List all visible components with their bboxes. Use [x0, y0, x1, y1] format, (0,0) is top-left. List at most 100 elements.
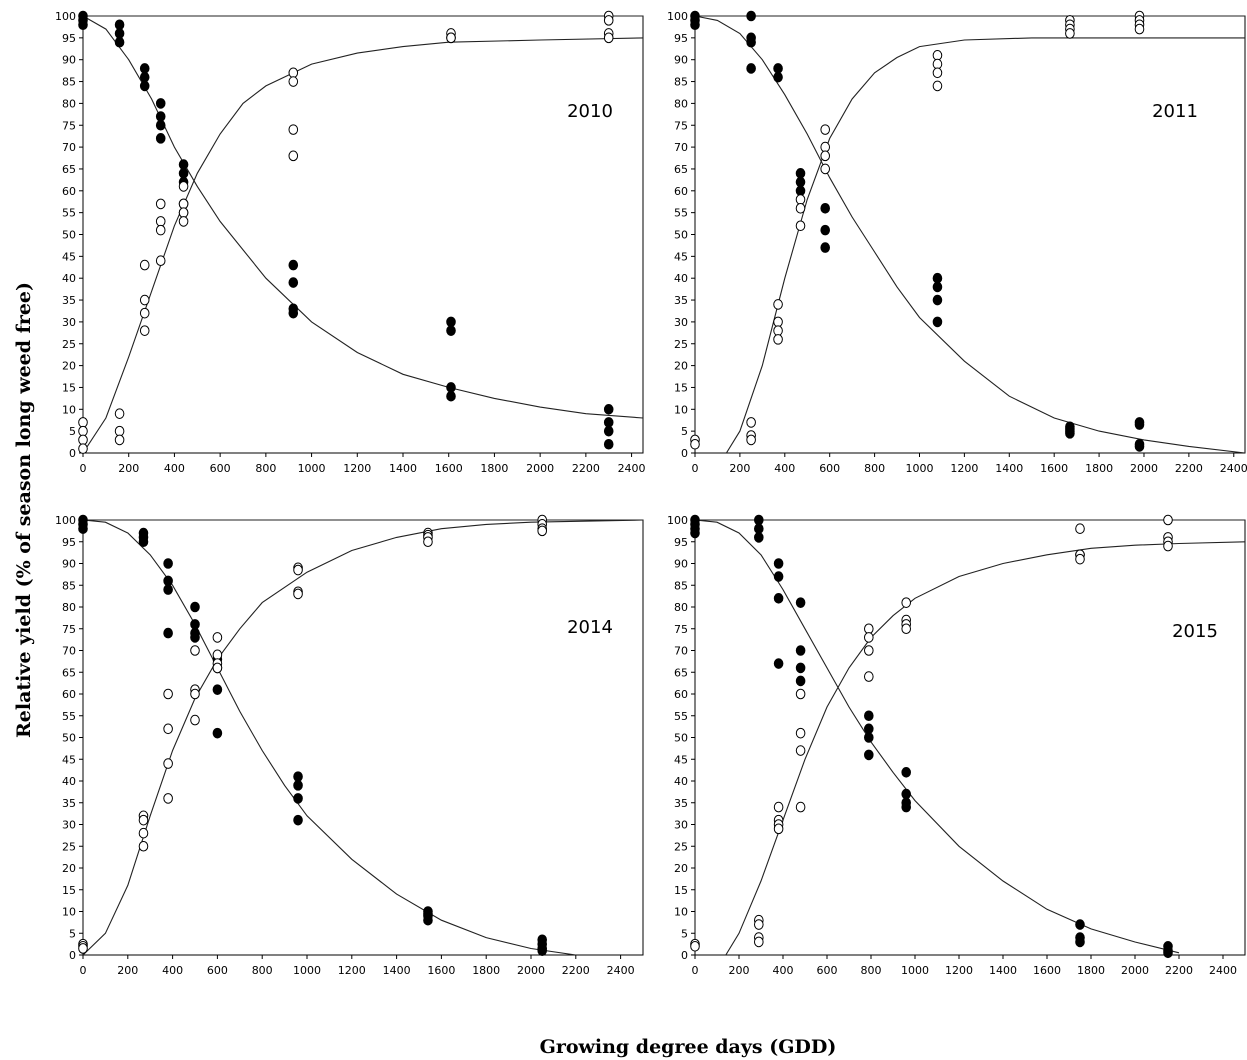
y-tick-label: 25 [674, 840, 688, 853]
open-point [537, 525, 548, 537]
y-tick-label: 85 [62, 76, 76, 89]
open-point [78, 943, 88, 954]
year-annotation: 2010 [567, 101, 613, 122]
filled-point [212, 684, 223, 695]
open-point [178, 207, 189, 218]
filled-point [114, 19, 125, 31]
y-tick-label: 0 [681, 949, 688, 962]
x-tick-label: 200 [729, 462, 750, 475]
x-tick-label: 400 [774, 462, 795, 475]
filled-point [690, 527, 700, 539]
y-tick-label: 30 [674, 316, 688, 329]
open-point [932, 50, 943, 61]
open-fit-curve [725, 541, 1245, 955]
y-tick-label: 85 [674, 76, 688, 89]
y-tick-label: 40 [62, 272, 76, 285]
open-point [690, 438, 700, 450]
y-tick-label: 45 [674, 753, 688, 766]
open-point [773, 823, 784, 835]
open-point [139, 259, 150, 271]
panel-2011: 0 200 400 600 800 1000 1200 1400 1600 1800 2000 220… [667, 10, 1247, 475]
open-point [795, 801, 806, 813]
x-tick-label: 1800 [480, 462, 508, 475]
y-tick-label: 20 [674, 360, 688, 373]
filled-point [178, 159, 189, 170]
x-tick-label: 800 [861, 964, 882, 977]
y-tick-label: 20 [674, 862, 688, 875]
y-tick-label: 65 [62, 163, 76, 176]
open-point [423, 536, 433, 548]
filled-point [1134, 419, 1145, 430]
filled-point [288, 259, 299, 271]
open-point [690, 941, 700, 952]
x-tick-label: 2200 [1165, 964, 1193, 977]
filled-point [1065, 428, 1075, 439]
open-point [114, 408, 125, 419]
filled-point [446, 316, 456, 328]
open-point [746, 417, 756, 428]
y-tick-label: 5 [681, 927, 688, 940]
x-tick-label: 600 [207, 964, 228, 977]
filled-point [78, 19, 88, 31]
x-tick-label: 1000 [298, 462, 326, 475]
x-tick-label: 0 [692, 462, 699, 475]
y-tick-label: 50 [62, 229, 76, 242]
open-point [773, 316, 783, 328]
filled-point [139, 80, 150, 92]
filled-point [190, 619, 200, 630]
y-tick-label: 75 [674, 119, 688, 132]
open-point [212, 632, 223, 643]
open-point [754, 936, 764, 948]
open-point [114, 434, 125, 446]
open-point [163, 758, 173, 769]
filled-point [773, 571, 784, 582]
open-point [139, 307, 150, 319]
y-tick-label: 35 [62, 294, 76, 307]
open-point [138, 840, 149, 852]
x-tick-label: 1200 [950, 462, 978, 475]
open-point [178, 181, 189, 192]
filled-point [446, 325, 456, 336]
open-point [795, 688, 806, 700]
y-tick-label: 90 [674, 558, 688, 571]
open-point [1065, 28, 1075, 39]
y-tick-label: 95 [62, 32, 76, 45]
filled-point [190, 601, 200, 613]
filled-point [795, 645, 806, 656]
y-tick-label: 75 [674, 623, 688, 636]
filled-point [603, 438, 614, 450]
filled-point [603, 417, 614, 428]
filled-point [163, 584, 173, 595]
filled-point [1163, 947, 1173, 959]
filled-point [114, 28, 125, 39]
open-point [190, 688, 200, 700]
filled-point [138, 536, 149, 548]
filled-point [773, 658, 784, 669]
open-point [190, 645, 200, 656]
x-tick-label: 600 [819, 462, 840, 475]
y-tick-label: 80 [674, 97, 688, 110]
x-tick-label: 0 [80, 964, 87, 977]
open-point [78, 443, 88, 454]
open-point [293, 588, 303, 600]
x-tick-label: 400 [162, 964, 183, 977]
filled-point [155, 119, 166, 131]
filled-point [864, 749, 874, 761]
open-point [754, 919, 764, 930]
x-tick-label: 800 [864, 462, 885, 475]
x-tick-label: 1200 [338, 964, 366, 977]
filled-point [932, 272, 943, 284]
filled-point [114, 36, 125, 48]
filled-point [155, 98, 166, 109]
y-tick-label: 85 [674, 579, 688, 592]
filled-point [820, 242, 831, 253]
y-tick-label: 30 [62, 819, 76, 832]
open-point [155, 198, 166, 210]
y-tick-label: 55 [674, 207, 688, 220]
x-tick-label: 1000 [293, 964, 321, 977]
filled-point [1075, 919, 1085, 930]
x-tick-label: 1600 [1040, 462, 1068, 475]
y-tick-label: 60 [674, 688, 688, 701]
x-tick-label: 1000 [901, 964, 929, 977]
open-point [932, 80, 943, 92]
